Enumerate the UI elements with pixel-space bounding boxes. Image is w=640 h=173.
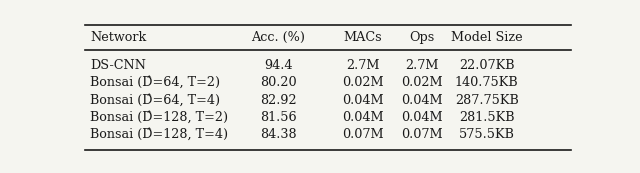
Text: 0.07M: 0.07M	[342, 128, 383, 141]
Text: Bonsai (D̂=128, T=4): Bonsai (D̂=128, T=4)	[90, 128, 228, 141]
Text: 140.75KB: 140.75KB	[455, 76, 518, 89]
Text: 0.07M: 0.07M	[401, 128, 443, 141]
Text: Bonsai (D̂=128, T=2): Bonsai (D̂=128, T=2)	[90, 111, 228, 124]
Text: 0.04M: 0.04M	[401, 94, 443, 107]
Text: Model Size: Model Size	[451, 31, 522, 44]
Text: 80.20: 80.20	[260, 76, 297, 89]
Text: 0.02M: 0.02M	[401, 76, 443, 89]
Text: 81.56: 81.56	[260, 111, 297, 124]
Text: 2.7M: 2.7M	[406, 59, 439, 72]
Text: 94.4: 94.4	[264, 59, 292, 72]
Text: Network: Network	[90, 31, 146, 44]
Text: 0.04M: 0.04M	[342, 111, 383, 124]
Text: 575.5KB: 575.5KB	[459, 128, 515, 141]
Text: 0.04M: 0.04M	[342, 94, 383, 107]
Text: Acc. (%): Acc. (%)	[252, 31, 305, 44]
Text: Ops: Ops	[410, 31, 435, 44]
Text: MACs: MACs	[344, 31, 382, 44]
Text: 82.92: 82.92	[260, 94, 297, 107]
Text: 0.02M: 0.02M	[342, 76, 383, 89]
Text: 84.38: 84.38	[260, 128, 297, 141]
Text: 2.7M: 2.7M	[346, 59, 380, 72]
Text: Bonsai (D̂=64, T=2): Bonsai (D̂=64, T=2)	[90, 76, 220, 89]
Text: 287.75KB: 287.75KB	[455, 94, 518, 107]
Text: DS-CNN: DS-CNN	[90, 59, 146, 72]
Text: 281.5KB: 281.5KB	[459, 111, 515, 124]
Text: 0.04M: 0.04M	[401, 111, 443, 124]
Text: Bonsai (D̂=64, T=4): Bonsai (D̂=64, T=4)	[90, 94, 220, 107]
Text: 22.07KB: 22.07KB	[459, 59, 515, 72]
